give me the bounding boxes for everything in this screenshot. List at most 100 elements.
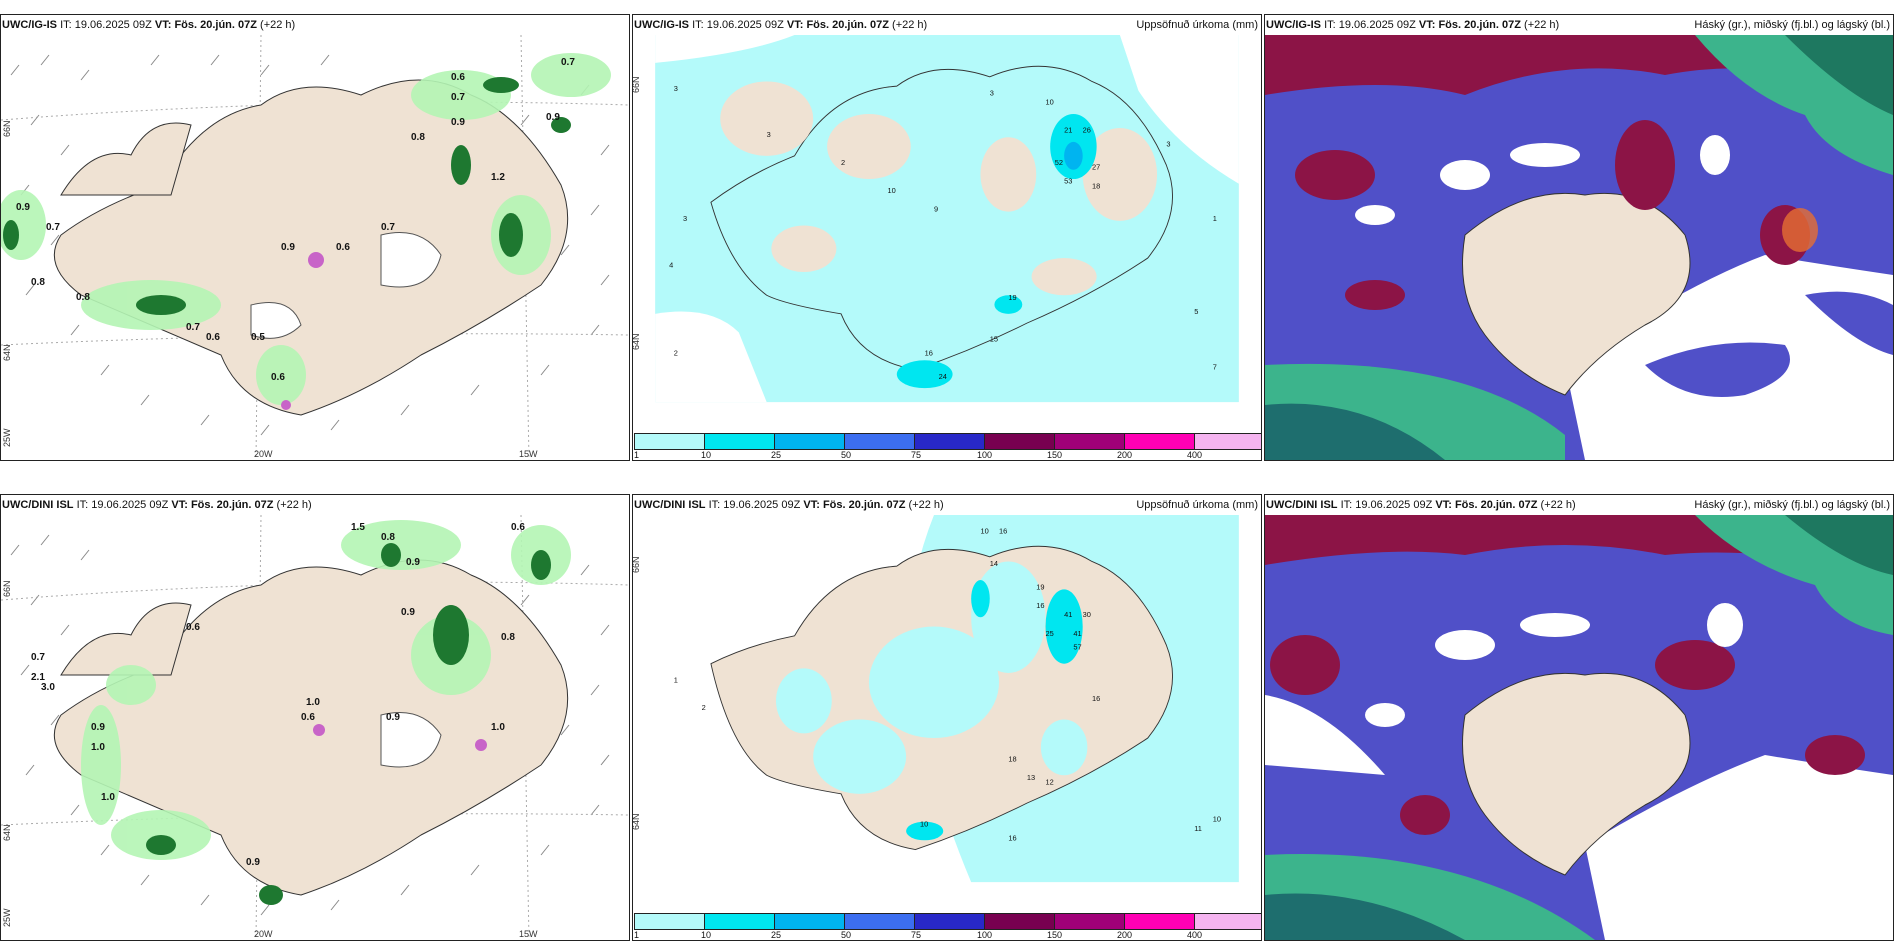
svg-text:10: 10 — [1213, 815, 1221, 824]
legend-labels: 1 10 25 50 75 100 150 200 400 — [634, 930, 1261, 940]
precip-legend — [634, 433, 1261, 450]
lon-label-15w: 15W — [519, 449, 538, 459]
svg-text:3.0: 3.0 — [41, 682, 55, 693]
legend-swatch — [705, 434, 775, 449]
panel-header: UWC/DINI ISL IT: 19.06.2025 09Z VT: Fös.… — [634, 499, 944, 511]
panel-cloud-top: UWC/IG-IS IT: 19.06.2025 09Z VT: Fös. 20… — [1264, 14, 1894, 461]
svg-text:0.6: 0.6 — [186, 622, 200, 633]
svg-text:0.6: 0.6 — [336, 242, 350, 253]
svg-text:10: 10 — [980, 527, 988, 536]
svg-text:52: 52 — [1055, 158, 1063, 167]
svg-text:0.6: 0.6 — [511, 522, 525, 533]
svg-text:0.7: 0.7 — [451, 92, 465, 103]
panel-title: Uppsöfnuð úrkoma (mm) — [1136, 499, 1258, 511]
lat-label-64n: 64N — [2, 344, 12, 361]
svg-text:21: 21 — [1064, 126, 1072, 135]
panel-title: Háský (gr.), miðský (fj.bl.) og lágský (… — [1694, 19, 1890, 31]
svg-text:0.8: 0.8 — [76, 292, 90, 303]
legend-swatch — [775, 914, 845, 929]
legend-label: 150 — [1047, 450, 1063, 460]
legend-swatch — [985, 434, 1055, 449]
svg-text:26: 26 — [1083, 126, 1091, 135]
svg-text:16: 16 — [999, 527, 1007, 536]
legend-label: 50 — [841, 450, 852, 460]
panel-header: UWC/DINI ISL IT: 19.06.2025 09Z VT: Fös.… — [1266, 499, 1576, 511]
legend-swatch — [1055, 434, 1125, 449]
legend-swatch — [1125, 434, 1195, 449]
svg-text:24: 24 — [939, 372, 947, 381]
legend-label: 100 — [977, 450, 993, 460]
svg-text:16: 16 — [1036, 601, 1044, 610]
lon-label-20w: 20W — [254, 929, 273, 939]
legend-swatch — [635, 914, 705, 929]
lon-label-20w: 20W — [254, 449, 273, 459]
svg-text:53: 53 — [1064, 177, 1072, 186]
wind-map: 1.50.80.6 0.72.13.0 0.60.90.9 1.00.6 0.9 … — [1, 515, 629, 940]
svg-text:10: 10 — [888, 186, 896, 195]
legend-swatch — [845, 914, 915, 929]
svg-text:1.5: 1.5 — [351, 522, 365, 533]
lon-label-25w: 25W — [2, 908, 12, 927]
lat-label-64n: 64N — [632, 333, 641, 350]
panel-precip-bottom: UWC/DINI ISL IT: 19.06.2025 09Z VT: Fös.… — [632, 494, 1262, 941]
svg-text:16: 16 — [1092, 694, 1100, 703]
svg-text:11: 11 — [1194, 824, 1202, 833]
svg-text:0.9: 0.9 — [406, 557, 420, 568]
legend-label: 100 — [977, 930, 993, 940]
legend-swatch — [1125, 914, 1195, 929]
legend-swatch — [845, 434, 915, 449]
legend-label: 10 — [701, 930, 712, 940]
lat-label-66n: 66N — [2, 120, 12, 137]
svg-text:0.7: 0.7 — [46, 222, 60, 233]
legend-swatch — [705, 914, 775, 929]
svg-text:25: 25 — [1046, 629, 1054, 638]
svg-text:18: 18 — [1092, 181, 1100, 190]
legend-swatch — [915, 434, 985, 449]
panel-header: UWC/IG-IS IT: 19.06.2025 09Z VT: Fös. 20… — [634, 19, 928, 31]
svg-text:30: 30 — [1083, 610, 1091, 619]
svg-text:16: 16 — [1008, 833, 1016, 842]
svg-text:41: 41 — [1073, 629, 1081, 638]
svg-text:3: 3 — [683, 214, 687, 223]
svg-text:13: 13 — [1027, 773, 1035, 782]
svg-text:27: 27 — [1092, 163, 1100, 172]
legend-label: 400 — [1187, 930, 1203, 940]
svg-text:0.8: 0.8 — [31, 277, 45, 288]
svg-text:15: 15 — [990, 335, 998, 344]
svg-text:1.0: 1.0 — [306, 697, 320, 708]
svg-text:0.9: 0.9 — [386, 712, 400, 723]
legend-swatch — [775, 434, 845, 449]
legend-label: 150 — [1047, 930, 1063, 940]
svg-text:3: 3 — [1166, 140, 1170, 149]
svg-text:4: 4 — [669, 260, 673, 269]
svg-text:0.9: 0.9 — [546, 112, 560, 123]
precip-legend — [634, 913, 1261, 930]
svg-text:19: 19 — [1008, 293, 1016, 302]
svg-text:1: 1 — [1213, 214, 1217, 223]
svg-text:0.9: 0.9 — [451, 117, 465, 128]
svg-text:0.8: 0.8 — [411, 132, 425, 143]
svg-text:1.0: 1.0 — [101, 792, 115, 803]
legend-label: 50 — [841, 930, 852, 940]
svg-text:10: 10 — [1046, 98, 1054, 107]
svg-text:3: 3 — [990, 88, 994, 97]
svg-text:0.9: 0.9 — [401, 607, 415, 618]
lon-label-15w: 15W — [519, 929, 538, 939]
lat-label-66n: 66N — [632, 556, 641, 573]
svg-text:0.7: 0.7 — [186, 322, 200, 333]
legend-label: 200 — [1117, 930, 1133, 940]
legend-label: 10 — [701, 450, 712, 460]
svg-text:1: 1 — [674, 675, 678, 684]
svg-text:3: 3 — [767, 130, 771, 139]
svg-text:18: 18 — [1008, 754, 1016, 763]
legend-label: 1 — [634, 450, 640, 460]
svg-text:0.9: 0.9 — [246, 857, 260, 868]
svg-text:2.1: 2.1 — [31, 672, 45, 683]
panel-header: UWC/DINI ISL IT: 19.06.2025 09Z VT: Fös.… — [2, 499, 312, 511]
panel-cloud-bottom: UWC/DINI ISL IT: 19.06.2025 09Z VT: Fös.… — [1264, 494, 1894, 941]
panel-header: UWC/IG-IS IT: 19.06.2025 09Z VT: Fös. 20… — [1266, 19, 1560, 31]
svg-text:1.0: 1.0 — [91, 742, 105, 753]
legend-label: 200 — [1117, 450, 1133, 460]
